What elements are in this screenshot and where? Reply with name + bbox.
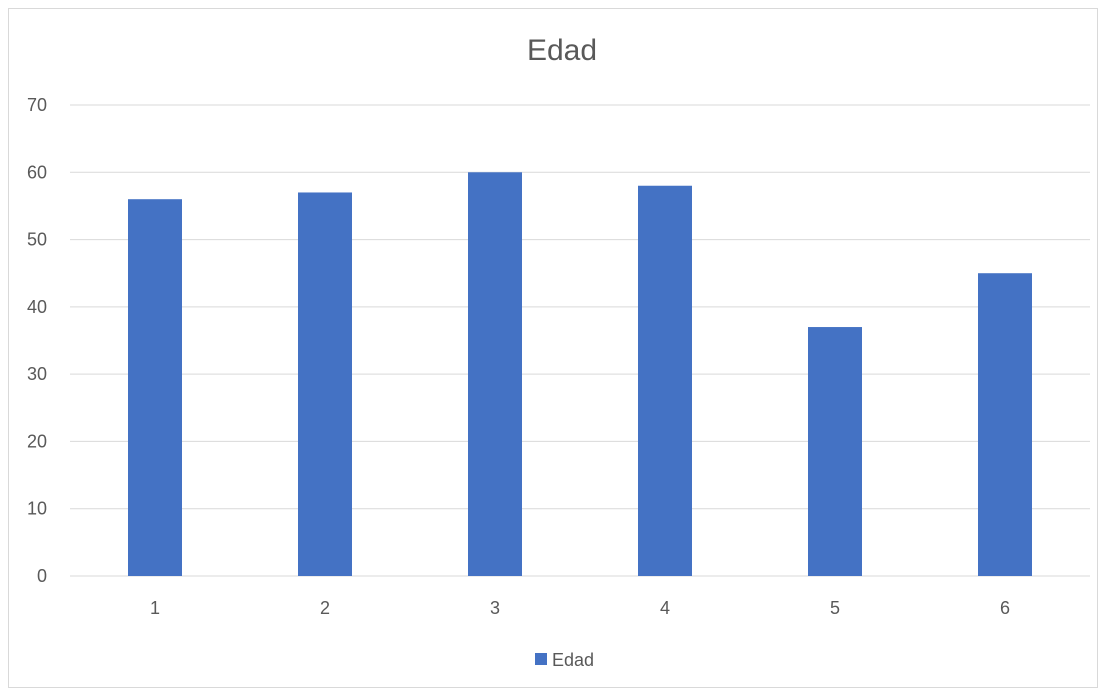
y-tick-label: 40 — [27, 297, 47, 317]
x-tick-label: 4 — [660, 598, 670, 618]
legend-label-edad: Edad — [552, 650, 594, 670]
x-axis-ticks: 1 2 3 4 5 6 — [150, 598, 1010, 618]
bar-1 — [128, 199, 182, 576]
y-tick-label: 10 — [27, 499, 47, 519]
x-tick-label: 3 — [490, 598, 500, 618]
chart-title: Edad — [527, 34, 597, 67]
bar-6 — [978, 273, 1032, 576]
legend: Edad — [535, 650, 594, 670]
y-axis-ticks: 0 10 20 30 40 50 60 70 — [27, 95, 47, 586]
x-tick-label: 1 — [150, 598, 160, 618]
y-tick-label: 70 — [27, 95, 47, 115]
gridlines — [70, 104, 1090, 577]
y-tick-label: 0 — [37, 566, 47, 586]
chart-frame — [8, 8, 1098, 688]
y-tick-label: 20 — [27, 431, 47, 451]
bar-3 — [468, 172, 522, 577]
y-tick-label: 30 — [27, 364, 47, 384]
bar-2 — [298, 192, 352, 576]
y-tick-label: 60 — [27, 162, 47, 182]
x-tick-label: 6 — [1000, 598, 1010, 618]
x-tick-label: 5 — [830, 598, 840, 618]
y-tick-label: 50 — [27, 230, 47, 250]
bar-5 — [808, 327, 862, 576]
x-tick-label: 2 — [320, 598, 330, 618]
bar-4 — [638, 185, 692, 576]
bars — [128, 172, 1032, 577]
legend-swatch-edad — [535, 653, 547, 665]
